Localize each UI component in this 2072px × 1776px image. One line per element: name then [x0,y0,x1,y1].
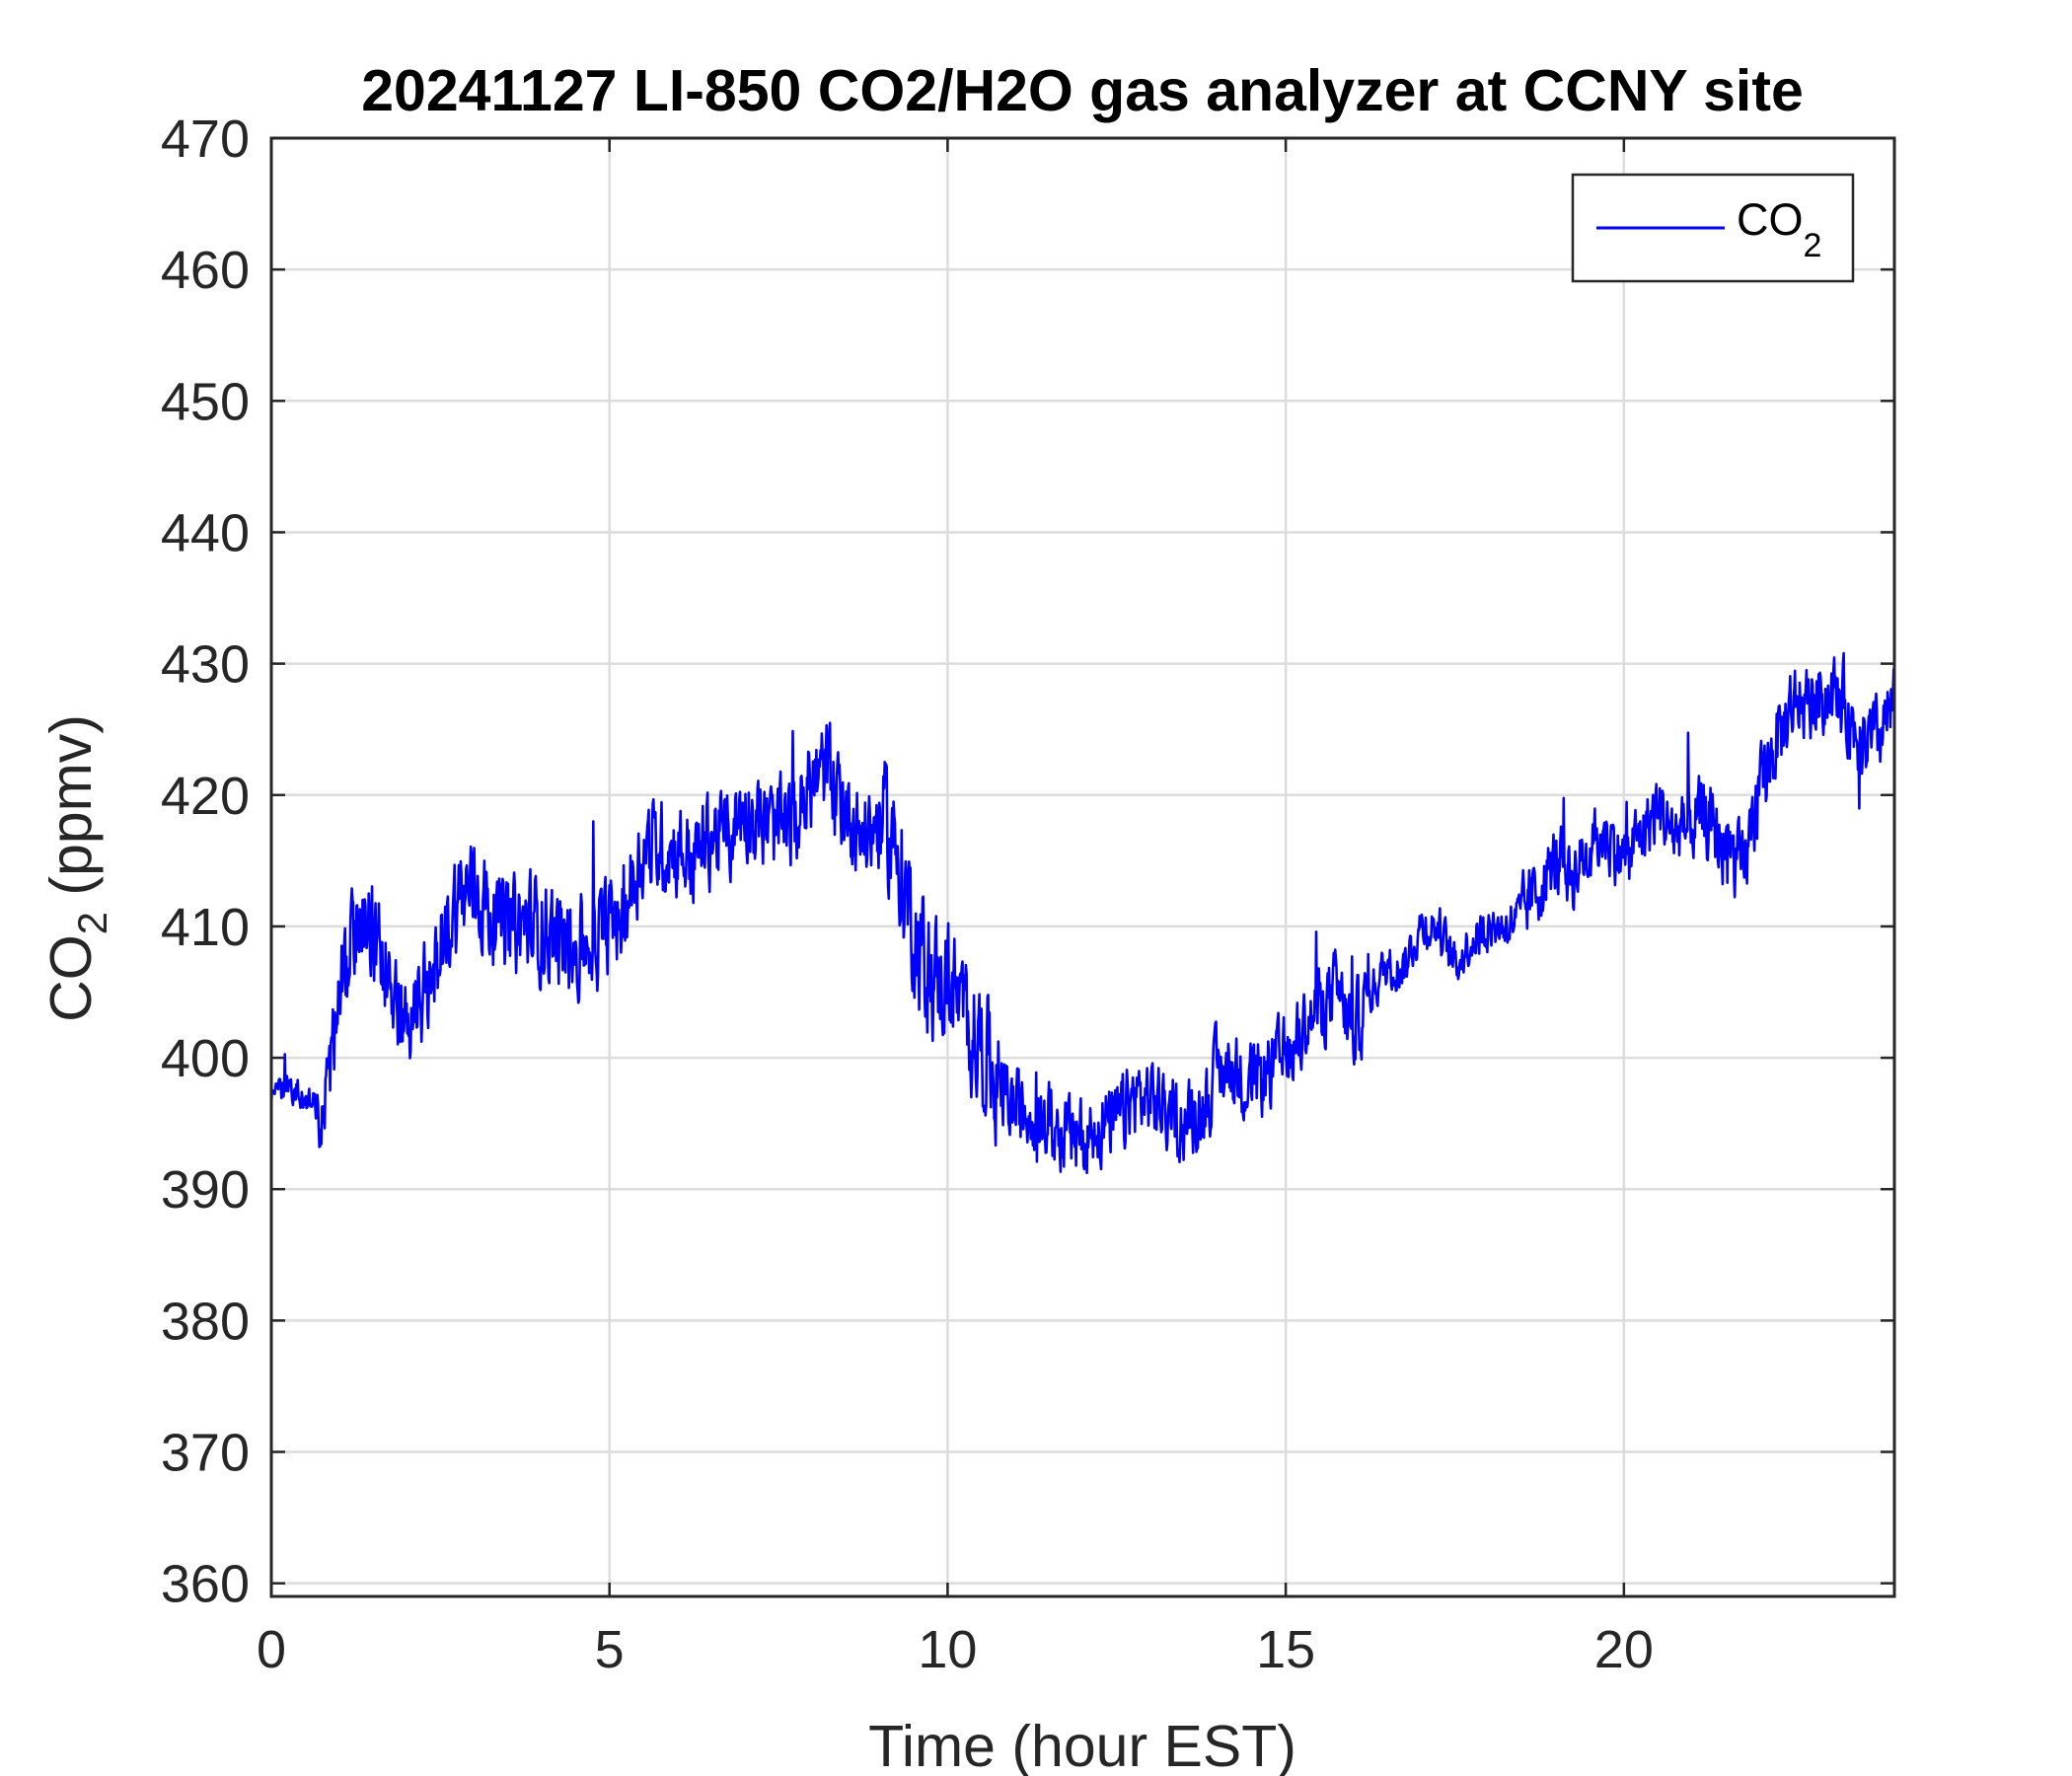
y-axis-label-main: CO [38,934,104,1022]
x-tick-label: 10 [918,1620,977,1679]
x-tick-label: 5 [595,1620,625,1679]
y-axis-label: CO2 (ppmv) [38,714,115,1022]
legend-entry-co2: CO2 [1737,194,1821,264]
y-tick-label: 410 [161,898,250,957]
series-line-co2 [269,651,1896,1175]
y-tick-label: 380 [161,1292,250,1351]
y-tick-label: 390 [161,1160,250,1220]
legend: CO2 [1571,173,1855,283]
x-tick-label: 20 [1594,1620,1654,1679]
chart-title: 20241127 LI-850 CO2/H2O gas analyzer at … [361,58,1804,123]
y-tick-label: 460 [161,241,250,300]
y-tick-labels: 360 370 380 390 400 410 420 430 440 450 460 470 [161,110,250,1614]
axes-box [269,136,1896,1598]
y-tick-label: 440 [161,503,250,562]
y-tick-label: 420 [161,767,250,826]
legend-entry-subscript: 2 [1804,227,1822,264]
y-axis-label-unit: (ppmv) [38,714,104,912]
y-axis-label-subscript: 2 [69,912,115,934]
tick-marks [269,136,1894,1596]
y-tick-label: 470 [161,110,250,169]
y-tick-label: 400 [161,1029,250,1088]
legend-entry-main: CO [1737,194,1804,245]
x-axis-label: Time (hour EST) [868,1714,1296,1776]
x-tick-labels: 0 5 10 15 20 [257,1620,1654,1679]
x-tick-label: 15 [1256,1620,1315,1679]
y-tick-label: 360 [161,1555,250,1614]
x-tick-label: 0 [257,1620,286,1679]
y-tick-label: 430 [161,635,250,695]
y-tick-label: 450 [161,372,250,431]
y-tick-label: 370 [161,1424,250,1483]
grid-lines [269,136,1894,1596]
